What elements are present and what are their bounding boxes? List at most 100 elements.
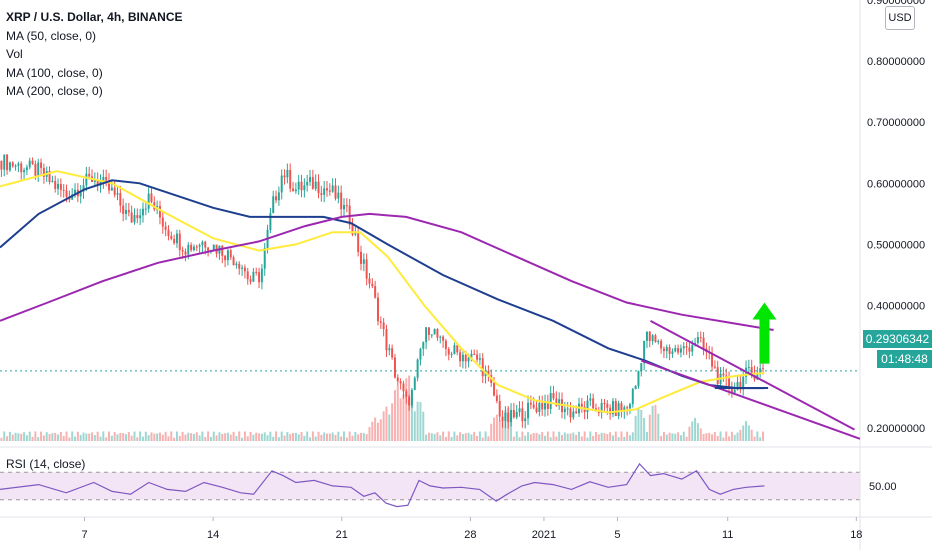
candle-body: [425, 327, 428, 343]
volume-bar: [224, 433, 227, 441]
volume-bar: [665, 434, 668, 441]
volume-bar: [303, 435, 306, 441]
volume-bar: [603, 433, 606, 441]
candle-body: [204, 241, 207, 248]
candle-body: [272, 196, 275, 214]
candle-body: [65, 190, 68, 197]
volume-bar: [127, 432, 130, 441]
volume-bar: [362, 433, 365, 441]
volume-bar: [631, 432, 634, 441]
volume-bar: [204, 437, 207, 441]
volume-bar: [538, 434, 541, 441]
volume-bar: [74, 436, 77, 441]
volume-bar: [532, 433, 535, 441]
volume-bar: [226, 432, 229, 441]
volume-bar: [76, 431, 79, 441]
candle-body: [314, 181, 317, 189]
candle-body: [201, 241, 204, 246]
volume-bar: [493, 417, 496, 441]
volume-bar: [17, 433, 20, 441]
up-arrow-head[interactable]: [752, 302, 777, 320]
volume-bar: [190, 433, 193, 441]
volume-bar: [645, 431, 648, 441]
volume-bar: [609, 432, 612, 441]
volume-bar: [218, 432, 221, 441]
candle-body: [691, 345, 694, 352]
volume-bar: [674, 433, 677, 441]
candle-body: [439, 336, 442, 338]
volume-bar: [300, 432, 303, 441]
indicator-ma200-label[interactable]: MA (200, close, 0): [6, 84, 103, 98]
volume-bar: [34, 431, 37, 441]
candle-body: [696, 337, 699, 343]
candle-body: [133, 215, 136, 223]
indicator-vol-label[interactable]: Vol: [6, 47, 23, 61]
volume-bar: [198, 435, 201, 441]
volume-bar: [385, 406, 388, 441]
volume-bar: [374, 417, 377, 441]
volume-bar: [725, 431, 728, 441]
volume-bar: [464, 433, 467, 441]
indicator-ma50-label[interactable]: MA (50, close, 0): [6, 28, 97, 43]
up-arrow-shaft[interactable]: [759, 318, 770, 364]
candle-body: [34, 163, 37, 176]
volume-bar: [382, 411, 385, 441]
volume-bar: [620, 431, 623, 441]
candle-body: [552, 392, 555, 399]
volume-bar: [238, 431, 241, 441]
volume-bar: [246, 436, 249, 441]
candle-body: [524, 418, 527, 422]
candle-body: [473, 353, 476, 355]
volume-bar: [637, 407, 640, 441]
volume-bar: [425, 434, 428, 441]
wedge-upper-trendline[interactable]: [650, 319, 855, 431]
candle-body: [504, 412, 507, 421]
volume-bar: [297, 434, 300, 441]
candle-body: [85, 173, 88, 186]
wedge-lower-trendline[interactable]: [640, 359, 861, 440]
candle-body: [351, 224, 354, 235]
volume-bar: [444, 436, 447, 441]
candle-body: [31, 160, 34, 164]
candle-body: [175, 233, 178, 244]
candle-body: [226, 250, 229, 261]
volume-bar: [57, 434, 60, 441]
currency-unit-button[interactable]: USD: [885, 6, 915, 30]
y-tick-label: 0.70000000: [867, 117, 925, 129]
candle-body: [405, 391, 408, 397]
volume-bar: [122, 433, 125, 441]
candle-body: [671, 351, 674, 354]
candle-body: [589, 398, 592, 401]
volume-bar: [527, 432, 530, 441]
volume-bar: [161, 434, 164, 441]
volume-bar: [416, 401, 419, 441]
volume-bar: [439, 435, 442, 441]
volume-bar: [320, 434, 323, 441]
candle-body: [249, 279, 252, 282]
candle-body: [57, 183, 60, 189]
candle-body: [3, 154, 6, 170]
volume-bar: [178, 435, 181, 441]
volume-bar: [20, 433, 23, 441]
candle-body: [326, 188, 329, 191]
symbol-title[interactable]: XRP / U.S. Dollar, 4h, BINANCE: [6, 10, 183, 24]
volume-bar: [515, 431, 518, 441]
candle-body: [628, 404, 631, 409]
candle-body: [96, 179, 99, 186]
volume-bar: [266, 435, 269, 441]
volume-bar: [691, 421, 694, 441]
volume-bar: [696, 423, 699, 441]
candle-body: [756, 373, 759, 380]
volume-bar: [399, 398, 402, 441]
candle-body: [130, 212, 133, 223]
rsi-indicator-label[interactable]: RSI (14, close): [6, 457, 86, 471]
volume-bar: [343, 431, 345, 441]
candle-body: [416, 359, 419, 378]
indicator-ma100-label[interactable]: MA (100, close, 0): [6, 65, 103, 80]
volume-bar: [569, 433, 572, 441]
volume-bar: [762, 431, 765, 441]
candle-body: [495, 395, 498, 402]
volume-bar: [668, 432, 671, 441]
candle-body: [651, 335, 654, 342]
